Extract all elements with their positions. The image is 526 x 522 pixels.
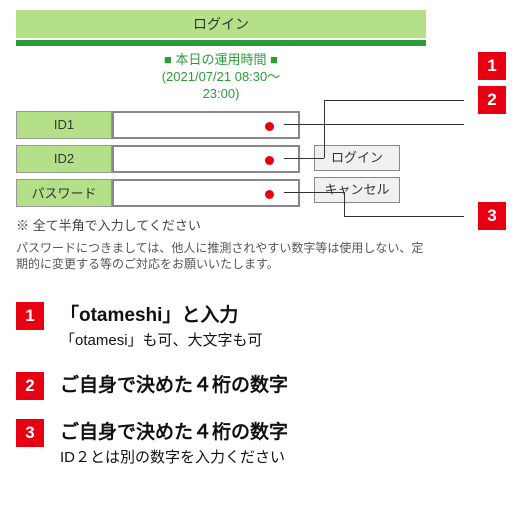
legend-text-2: ご自身で決めた４桁の数字 xyxy=(60,370,506,397)
legend-title: ご自身で決めた４桁の数字 xyxy=(60,417,506,444)
hours-line: (2021/07/21 08:30～ xyxy=(16,69,426,86)
callout-dot-2 xyxy=(265,156,274,165)
input-note: ※ 全て半角で入力してください xyxy=(16,215,426,234)
leader-line xyxy=(284,158,324,159)
legend-row-1: 1 「otameshi」と入力 「otamesi」も可、大文字も可 xyxy=(16,300,506,350)
legend-row-3: 3 ご自身で決めた４桁の数字 ID２とは別の数字を入力ください xyxy=(16,417,506,467)
callout-badge-2: 2 xyxy=(478,86,506,114)
callout-badge-3: 3 xyxy=(478,202,506,230)
id2-input[interactable] xyxy=(112,145,300,173)
operating-hours: ■ 本日の運用時間 ■ (2021/07/21 08:30～ 23:00) xyxy=(16,52,426,103)
button-group: ログイン キャンセル xyxy=(314,145,400,203)
form-area: ID1 ID2 パスワード ログイン キャンセル xyxy=(16,111,426,213)
row-id1: ID1 xyxy=(16,111,300,139)
callout-dot-3 xyxy=(265,190,274,199)
leader-line xyxy=(284,124,464,125)
fields: ID1 ID2 パスワード xyxy=(16,111,300,213)
legend-text-1: 「otameshi」と入力 「otamesi」も可、大文字も可 xyxy=(60,300,506,350)
id1-input[interactable] xyxy=(112,111,300,139)
leader-line xyxy=(324,100,325,158)
legend-text-3: ご自身で決めた４桁の数字 ID２とは別の数字を入力ください xyxy=(60,417,506,467)
callout-badge-1: 1 xyxy=(478,52,506,80)
password-note: パスワードにつきましては、他人に推測されやすい数字等は使用しない、定期的に変更す… xyxy=(16,240,426,274)
legend-row-2: 2 ご自身で決めた４桁の数字 xyxy=(16,370,506,397)
hours-line: ■ 本日の運用時間 ■ xyxy=(16,52,426,69)
leader-line xyxy=(324,100,464,101)
leader-line xyxy=(344,216,464,217)
legend: 1 「otameshi」と入力 「otamesi」も可、大文字も可 2 ご自身で… xyxy=(16,300,506,487)
callout-dot-1 xyxy=(265,122,274,131)
leader-line xyxy=(344,192,345,216)
leader-line xyxy=(284,192,344,193)
legend-badge-3: 3 xyxy=(16,419,44,447)
row-password: パスワード xyxy=(16,179,300,207)
legend-sub: ID２とは別の数字を入力ください xyxy=(60,446,506,467)
legend-sub: 「otamesi」も可、大文字も可 xyxy=(60,329,506,350)
cancel-button[interactable]: キャンセル xyxy=(314,177,400,203)
legend-title: 「otameshi」と入力 xyxy=(60,300,506,327)
legend-badge-2: 2 xyxy=(16,372,44,400)
divider xyxy=(16,40,426,46)
password-label: パスワード xyxy=(16,179,112,207)
panel-title: ログイン xyxy=(16,10,426,38)
legend-title: ご自身で決めた４桁の数字 xyxy=(60,370,506,397)
legend-badge-1: 1 xyxy=(16,302,44,330)
login-panel: ログイン ■ 本日の運用時間 ■ (2021/07/21 08:30～ 23:0… xyxy=(16,10,426,273)
id2-label: ID2 xyxy=(16,145,112,173)
password-input[interactable] xyxy=(112,179,300,207)
row-id2: ID2 xyxy=(16,145,300,173)
login-button[interactable]: ログイン xyxy=(314,145,400,171)
id1-label: ID1 xyxy=(16,111,112,139)
